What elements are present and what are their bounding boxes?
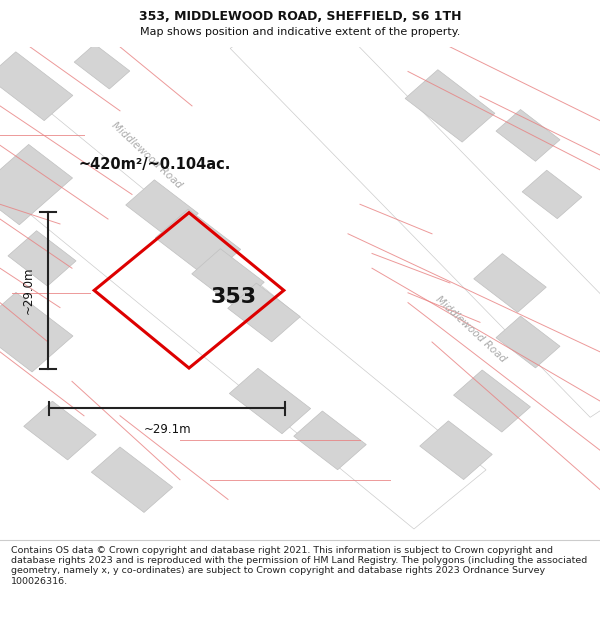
Text: ~420m²/~0.104ac.: ~420m²/~0.104ac. [78,158,230,172]
Polygon shape [522,170,582,219]
Polygon shape [229,368,311,434]
Polygon shape [228,283,300,342]
Polygon shape [294,411,366,470]
Polygon shape [0,144,73,225]
Polygon shape [454,370,530,432]
Polygon shape [474,254,546,312]
Polygon shape [8,231,76,286]
Polygon shape [155,209,241,278]
Text: Middlewood Road: Middlewood Road [434,294,508,365]
Polygon shape [74,44,130,89]
Text: ~29.0m: ~29.0m [22,267,35,314]
Text: ~29.1m: ~29.1m [143,423,191,436]
Polygon shape [230,0,600,418]
Polygon shape [126,180,198,239]
Text: 353, MIDDLEWOOD ROAD, SHEFFIELD, S6 1TH: 353, MIDDLEWOOD ROAD, SHEFFIELD, S6 1TH [139,10,461,23]
Polygon shape [24,401,96,460]
Text: 353: 353 [211,287,257,307]
Polygon shape [91,447,173,512]
Polygon shape [405,70,495,142]
Polygon shape [0,52,486,529]
Polygon shape [192,249,264,308]
Polygon shape [496,316,560,368]
Polygon shape [420,421,492,479]
Polygon shape [0,292,73,372]
Text: Middlewood Road: Middlewood Road [110,120,184,190]
Text: Contains OS data © Crown copyright and database right 2021. This information is : Contains OS data © Crown copyright and d… [11,546,587,586]
Text: Map shows position and indicative extent of the property.: Map shows position and indicative extent… [140,26,460,36]
Polygon shape [496,109,560,161]
Polygon shape [0,52,73,121]
